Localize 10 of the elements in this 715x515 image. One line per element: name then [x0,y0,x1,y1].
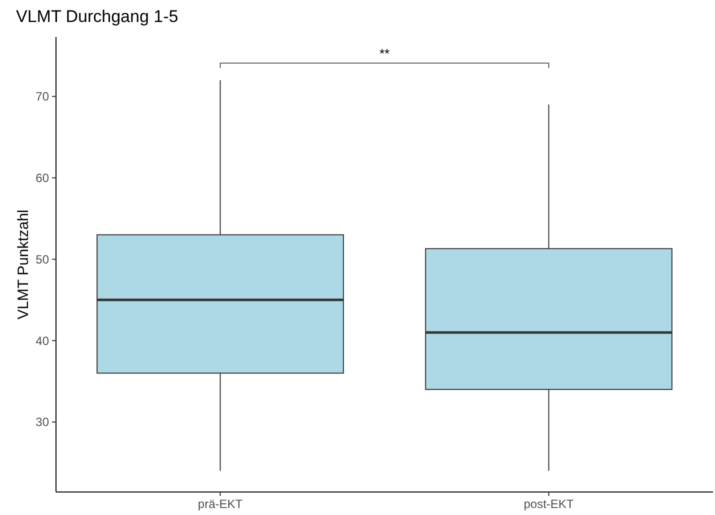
x-tick-label: prä-EKT [198,497,244,511]
x-tick-label: post-EKT [524,497,574,511]
y-tick-label: 50 [36,252,50,266]
y-axis-title: VLMT Punktzahl [15,210,32,320]
y-tick-label: 70 [36,90,50,104]
annotation: ** [379,46,390,62]
chart-title: VLMT Durchgang 1-5 [16,7,178,26]
y-tick-label: 40 [36,334,50,348]
y-tick-label: 30 [36,415,50,430]
y-tick-label: 60 [36,171,50,186]
